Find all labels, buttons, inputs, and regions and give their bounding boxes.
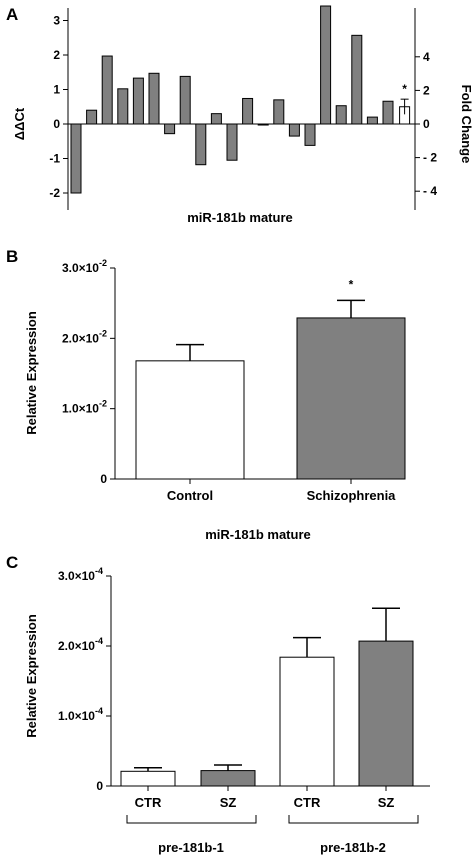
panel-a-left-ticks: 3 2 1 0 -1 -2 <box>49 14 68 200</box>
panel-b: B 3.0×10-2 2.0×10-2 1.0×10-2 0 Control Schiz… <box>6 247 406 542</box>
panel-b-category-label: Schizophrenia <box>307 488 397 503</box>
panel-c-letter: C <box>6 553 18 572</box>
panel-b-y-ticks: 3.0×10-2 2.0×10-2 1.0×10-2 0 <box>62 258 115 486</box>
panel-a-bar <box>335 105 347 125</box>
panel-c-category-label: CTR <box>294 795 321 810</box>
panel-a-bar <box>366 116 378 125</box>
panel-a-left-tick-label: -2 <box>49 186 60 200</box>
panel-a-left-tick-label: 0 <box>53 117 60 131</box>
panel-a-bar <box>148 72 160 125</box>
panel-a-bar <box>117 88 129 125</box>
panel-a-bar <box>164 123 176 135</box>
panel-a-xlabel: miR-181b mature <box>187 210 292 225</box>
panel-a-right-tick-label: 0 <box>423 117 430 131</box>
panel-a-bar <box>195 123 207 166</box>
panel-b-xlabel: miR-181b mature <box>205 527 310 542</box>
panel-a-right-tick-label: 4 <box>423 50 430 64</box>
panel-a-bar <box>210 113 222 125</box>
panel-a-ylabel-right: Fold Change <box>459 85 474 164</box>
panel-c-category-label: SZ <box>220 795 237 810</box>
panel-c-tick-label: 1.0×10-4 <box>58 706 103 723</box>
panel-a-bar <box>351 34 363 125</box>
panel-a-bar <box>101 55 113 125</box>
panel-a-letter: A <box>6 5 18 24</box>
panel-c-category-label: SZ <box>378 795 395 810</box>
panel-c-bars: CTR SZ CTR SZ <box>120 607 414 810</box>
panel-c: C 3.0×10-4 2.0×10-4 1.0×10-4 0 CTR SZ CTR SZ R… <box>6 553 430 855</box>
panel-b-bars: Control Schizophrenia * <box>135 277 406 503</box>
panel-b-tick-label: 2.0×10-2 <box>62 328 107 345</box>
panel-c-bar <box>200 770 256 787</box>
group-bracket-pre-181b-1 <box>126 815 257 824</box>
panel-a-right-tick-label: 2 <box>423 83 430 97</box>
panel-a-bar <box>320 5 332 125</box>
panel-c-bar <box>358 640 414 787</box>
panel-b-bar-schizophrenia <box>296 317 406 480</box>
panel-c-tick-label: 0 <box>96 779 103 793</box>
panel-b-tick-label: 1.0×10-2 <box>62 399 107 416</box>
panel-b-letter: B <box>6 247 18 266</box>
panel-a-bar <box>86 109 98 125</box>
panel-c-bar <box>120 770 176 787</box>
panel-a-bar <box>382 100 394 125</box>
panel-b-category-label: Control <box>167 488 213 503</box>
panel-c-ylabel: Relative Expression <box>24 614 39 738</box>
panel-a-ylabel: ΔΔCt <box>12 107 27 140</box>
panel-a-bar <box>132 77 144 125</box>
panel-b-ylabel: Relative Expression <box>24 311 39 435</box>
panel-a-bars: * <box>70 5 411 194</box>
panel-a-bar <box>273 99 285 125</box>
panel-c-tick-label: 2.0×10-4 <box>58 636 103 653</box>
group-bracket-pre-181b-2 <box>288 815 419 824</box>
panel-a-significance-star: * <box>402 82 407 96</box>
panel-a-bar <box>304 123 316 146</box>
panel-b-bar-control <box>135 360 245 480</box>
panel-a-left-tick-label: 3 <box>53 14 60 28</box>
panel-a-left-tick-label: -1 <box>49 152 60 166</box>
group-label-pre-181b-2: pre-181b-2 <box>320 840 386 855</box>
panel-a-right-tick-label: - 4 <box>423 184 437 198</box>
panel-a-right-tick-label: - 2 <box>423 151 437 165</box>
panel-c-category-label: CTR <box>135 795 162 810</box>
panel-a-bar <box>288 123 300 137</box>
panel-a-bar <box>257 123 269 126</box>
panel-a-bar <box>179 75 191 125</box>
panel-b-tick-label: 3.0×10-2 <box>62 258 107 275</box>
panel-c-y-ticks: 3.0×10-4 2.0×10-4 1.0×10-4 0 <box>58 566 111 793</box>
panel-b-tick-label: 0 <box>100 472 107 486</box>
panel-a-bar <box>242 97 254 125</box>
panel-c-tick-label: 3.0×10-4 <box>58 566 103 583</box>
panel-b-significance-star: * <box>349 277 354 291</box>
group-label-pre-181b-1: pre-181b-1 <box>158 840 224 855</box>
panel-a-left-tick-label: 2 <box>53 48 60 62</box>
panel-c-bar <box>279 656 335 787</box>
panel-a-bar <box>226 123 238 161</box>
panel-a-right-ticks: 4 2 0 - 2 - 4 <box>415 50 437 198</box>
panel-a-bar <box>70 123 82 194</box>
panel-a-left-tick-label: 1 <box>53 83 60 97</box>
